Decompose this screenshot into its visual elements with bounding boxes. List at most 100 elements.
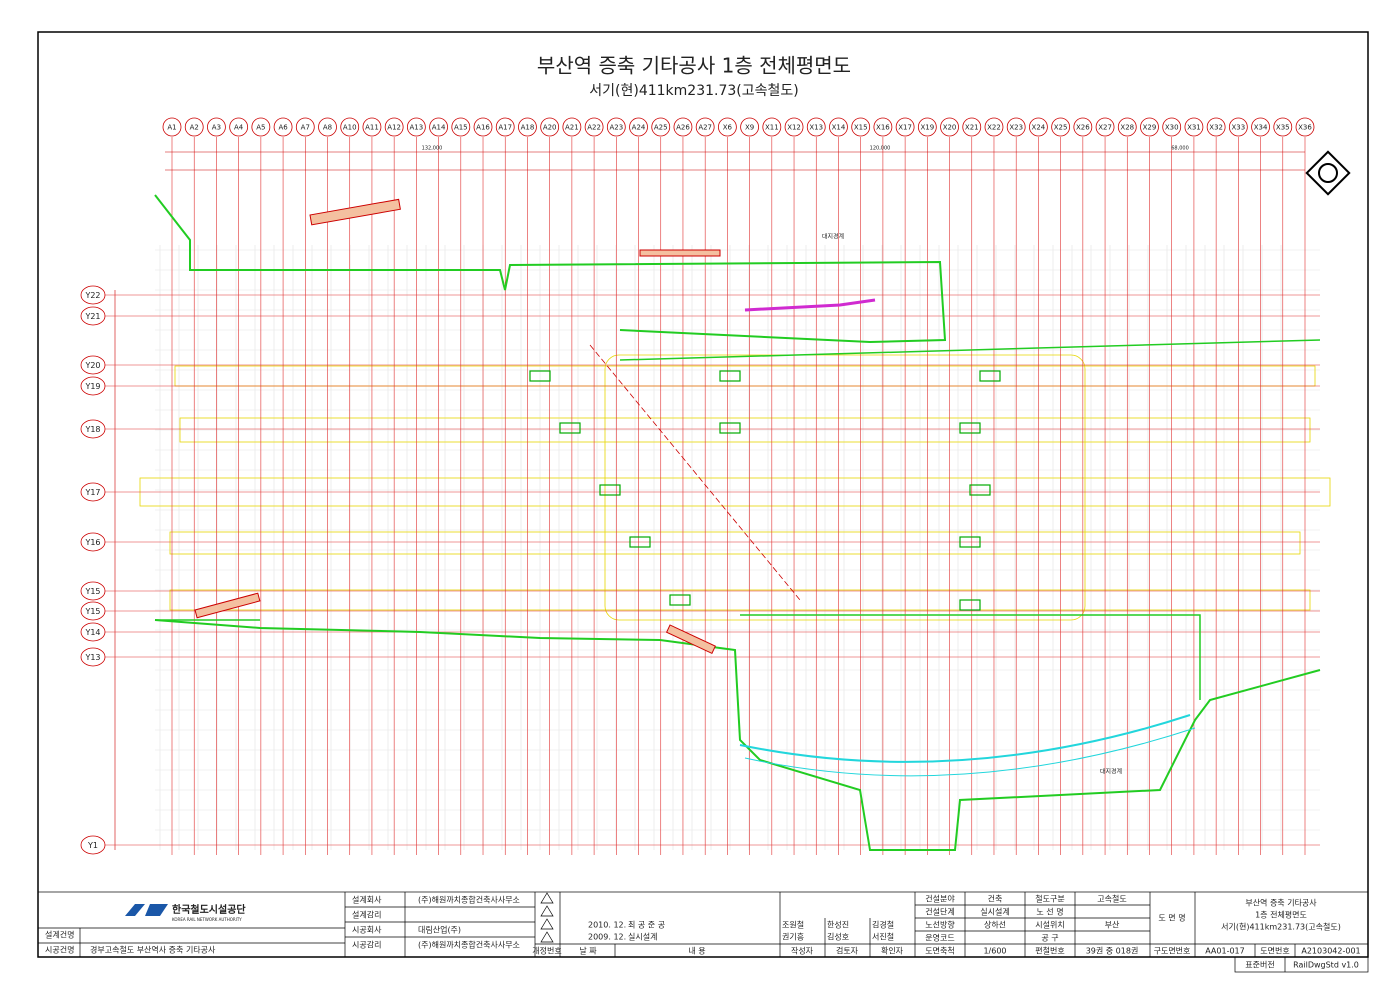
column-label: X17 [898, 124, 912, 132]
title-block-text: 설계건명 시공건명 경부고속철도 부산역사 증축 기타공사 설계회사 설계감리 … [45, 895, 1361, 970]
column-label: X19 [920, 124, 934, 132]
row-bubble [80, 355, 106, 375]
column-label: A3 [212, 124, 221, 132]
ramp [744, 298, 876, 312]
field-value: 건축 [988, 894, 1003, 904]
column-bubble [940, 117, 959, 137]
column-bubble [606, 117, 626, 137]
column-label: X15 [854, 124, 868, 132]
column-label: X11 [765, 124, 779, 132]
column-label: A8 [323, 124, 332, 132]
column-label: X32 [1209, 124, 1223, 132]
column-bubble [962, 117, 982, 137]
column-bubble [851, 117, 871, 137]
column-bubble [162, 117, 182, 137]
column-bubble [1073, 117, 1093, 137]
stair [959, 599, 981, 611]
escalator [194, 592, 261, 619]
platform [169, 589, 1311, 611]
field-value: 39권 중 018권 [1086, 946, 1139, 956]
column-label: A14 [432, 124, 446, 132]
field-value: 고속철도 [1097, 894, 1126, 904]
title-block [37, 891, 1369, 973]
title: 부산역 증축 기타공사 1층 전체평면도 [537, 54, 851, 78]
rev-date: 2009. 12. [588, 933, 626, 942]
column-bubble [229, 117, 249, 137]
label: 설계건명 [45, 930, 74, 940]
header: 검토자 [836, 946, 859, 956]
boundary [154, 619, 1321, 851]
platform [169, 531, 1301, 555]
diagonal [589, 344, 801, 601]
column-bubble [784, 117, 804, 137]
column-label: X13 [809, 124, 823, 132]
row-bubble [80, 285, 106, 305]
column-label: X21 [965, 124, 979, 132]
platform [179, 417, 1311, 443]
column-bubble [251, 117, 271, 137]
column-label: A2 [190, 124, 199, 132]
header: 내 용 [688, 947, 705, 956]
label: 설계감리 [352, 910, 381, 920]
platform [174, 365, 1316, 387]
column-label: X30 [1165, 124, 1179, 132]
org-name: 한국철도시설공단 [172, 903, 246, 916]
boundary [740, 614, 1201, 700]
column-label: X26 [1076, 124, 1090, 132]
column-label: A12 [387, 124, 401, 132]
column-bubble [829, 117, 848, 137]
column-label: X35 [1276, 124, 1290, 132]
name: 서진철 [872, 932, 894, 942]
column-label: X22 [987, 124, 1001, 132]
column-label: A18 [521, 124, 535, 132]
row-bubble [80, 835, 106, 855]
row-bubble [80, 647, 106, 667]
column-bubble [451, 117, 471, 137]
value: RailDwgStd v1.0 [1293, 961, 1359, 970]
value: 대림산업(주) [418, 925, 461, 935]
column-label: X14 [832, 124, 846, 132]
column-label: A24 [632, 124, 646, 132]
column-label: X29 [1143, 124, 1157, 132]
column-label: A16 [476, 124, 490, 132]
column-bubble [873, 117, 893, 137]
stair [719, 370, 741, 382]
stair [599, 484, 621, 496]
boundary [154, 194, 947, 344]
column-label: X28 [1120, 124, 1134, 132]
column-label: X12 [787, 124, 801, 132]
escalator [639, 249, 721, 257]
column-label: A15 [454, 124, 468, 132]
column-label: X36 [1298, 124, 1312, 132]
column-label: X23 [1009, 124, 1023, 132]
column-bubble [1051, 117, 1071, 137]
column-label: X20 [943, 124, 957, 132]
column-bubble [1140, 117, 1159, 137]
column-label: A7 [301, 124, 310, 132]
column-bubble [207, 117, 226, 137]
row-label: Y15 [84, 607, 100, 616]
annotation: 대지경계 [1100, 768, 1122, 776]
name: 한성진 [827, 920, 849, 930]
label: 표준버전 [1245, 960, 1274, 970]
column-label: A27 [698, 124, 712, 132]
column-label: X31 [1187, 124, 1201, 132]
escalator [665, 624, 716, 655]
column-bubble [340, 117, 360, 137]
field-value: 실시설계 [980, 907, 1009, 917]
column-label: A23 [609, 124, 623, 132]
column-bubble [673, 117, 693, 137]
row-label: Y1 [87, 841, 98, 850]
header: 개정번호 [532, 946, 561, 956]
column-bubble [984, 117, 1004, 137]
name: 조원철 [782, 920, 804, 930]
label: 시공건명 [45, 945, 74, 955]
row-label: Y21 [84, 312, 100, 321]
field-label: 건설단계 [925, 907, 954, 917]
column-label: A17 [498, 124, 512, 132]
stair [969, 484, 991, 496]
column-bubble [273, 117, 293, 137]
column-label: A25 [654, 124, 668, 132]
label: 시공감리 [352, 940, 381, 950]
stair [959, 536, 981, 548]
